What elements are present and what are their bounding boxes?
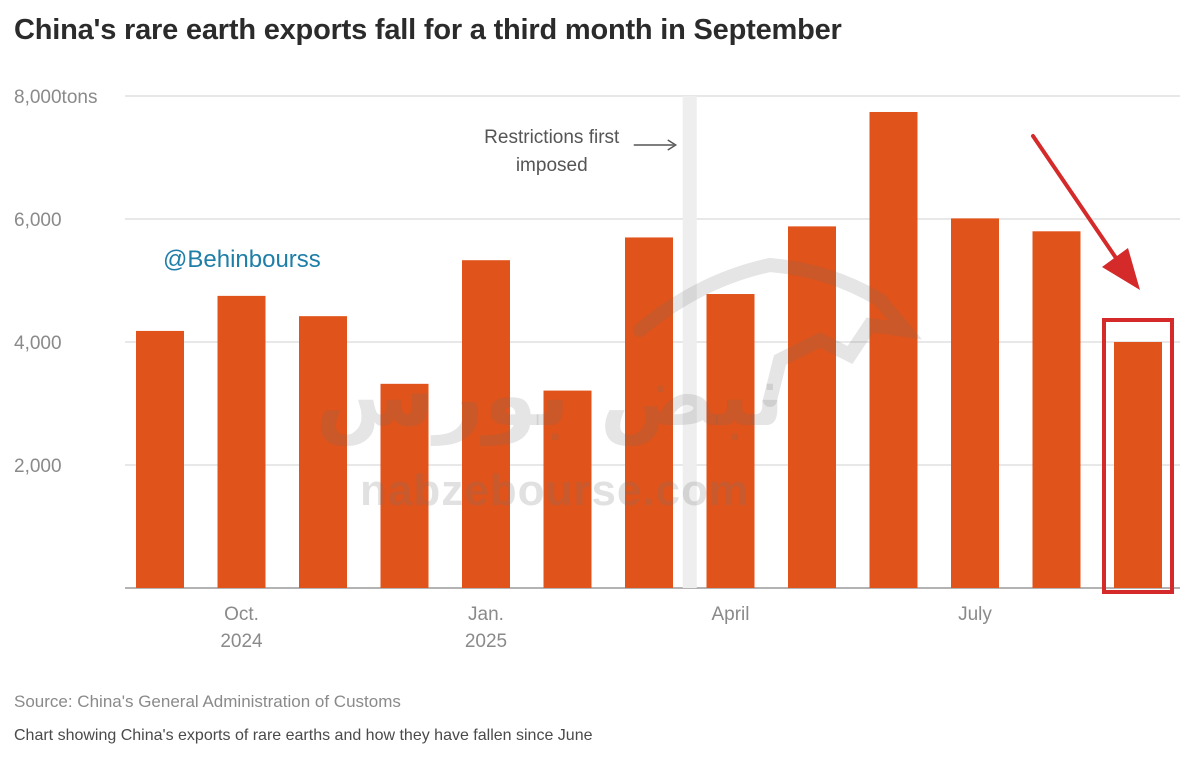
bar: [706, 294, 755, 588]
chart-title: China's rare earth exports fall for a th…: [14, 14, 842, 46]
annotation-line2: imposed: [516, 155, 588, 176]
x-axis-ticks: Oct. 2024 Jan. 2025 April July: [220, 604, 992, 652]
chart-caption: Chart showing China's exports of rare ea…: [14, 727, 593, 744]
y-axis-ticks: 2,000 4,000 6,000 8,000tons: [14, 87, 97, 477]
restriction-marker-band: [682, 96, 697, 588]
bar: [543, 390, 592, 588]
y-tick-label: 8,000tons: [14, 87, 97, 108]
bar: [136, 330, 184, 588]
bar: [1114, 342, 1162, 588]
bars: [136, 111, 1162, 589]
bar: [1032, 231, 1081, 589]
red-arrow-shaft: [1031, 134, 1118, 260]
watermark-handle: @Behinbourss: [163, 246, 321, 273]
watermark-site: nabzebourse.com: [360, 466, 750, 515]
x-tick-label: Jan.: [468, 604, 504, 625]
bar: [625, 237, 673, 588]
y-tick-label: 4,000: [14, 333, 62, 354]
bar: [951, 218, 999, 588]
annotation-arrow-head: [667, 139, 678, 151]
highlight: [1031, 134, 1174, 594]
x-tick-label: April: [711, 604, 749, 625]
watermark-logo-text: نبض بورس: [315, 346, 784, 446]
x-tick-year-label: 2025: [465, 631, 507, 652]
x-tick-year-label: 2024: [220, 631, 263, 652]
bar: [788, 226, 836, 588]
annotation-band: [682, 96, 697, 588]
bar: [299, 316, 347, 588]
y-tick-label: 2,000: [14, 456, 62, 477]
bar: [217, 295, 266, 588]
bar: [462, 260, 510, 588]
watermark-logo: نبض بورس: [315, 257, 923, 446]
bar-chart: نبض بورس 2,000 4,000 6,000 8,000tons Oct. 20…: [14, 87, 1180, 652]
annotation: Restrictions first imposed: [484, 127, 678, 176]
red-arrow-head: [1102, 248, 1140, 290]
watermark-bull-icon: [633, 257, 923, 407]
bar: [869, 111, 918, 589]
annotation-line1: Restrictions first: [484, 127, 620, 148]
x-tick-label: July: [958, 604, 992, 625]
x-tick-label: Oct.: [224, 604, 259, 625]
highlight-box: [1102, 318, 1174, 594]
y-tick-label: 6,000: [14, 210, 62, 231]
bar: [380, 383, 429, 588]
source-note: Source: China's General Administration o…: [14, 692, 401, 711]
